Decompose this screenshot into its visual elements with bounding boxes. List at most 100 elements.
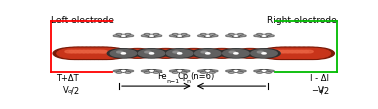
Circle shape bbox=[82, 47, 124, 59]
Circle shape bbox=[280, 50, 290, 53]
Circle shape bbox=[200, 33, 206, 35]
Circle shape bbox=[214, 51, 222, 53]
Circle shape bbox=[153, 72, 159, 73]
Circle shape bbox=[144, 72, 150, 73]
Circle shape bbox=[121, 49, 154, 58]
Circle shape bbox=[290, 50, 299, 53]
Circle shape bbox=[257, 72, 262, 73]
Circle shape bbox=[268, 48, 302, 58]
Circle shape bbox=[206, 70, 210, 72]
Ellipse shape bbox=[200, 34, 216, 37]
Circle shape bbox=[262, 53, 266, 54]
Circle shape bbox=[150, 70, 153, 72]
Circle shape bbox=[61, 48, 96, 58]
Circle shape bbox=[209, 33, 215, 35]
Circle shape bbox=[273, 48, 307, 58]
Circle shape bbox=[268, 35, 274, 37]
Circle shape bbox=[192, 49, 224, 58]
Circle shape bbox=[138, 50, 165, 57]
Circle shape bbox=[276, 50, 285, 53]
Circle shape bbox=[288, 47, 330, 59]
Circle shape bbox=[277, 48, 312, 58]
Circle shape bbox=[65, 47, 107, 59]
Circle shape bbox=[212, 35, 218, 37]
Text: /2: /2 bbox=[321, 86, 330, 95]
Circle shape bbox=[81, 48, 116, 58]
Circle shape bbox=[116, 72, 122, 73]
Circle shape bbox=[121, 53, 125, 54]
Ellipse shape bbox=[144, 34, 160, 37]
Circle shape bbox=[260, 47, 302, 59]
Circle shape bbox=[121, 35, 125, 36]
Circle shape bbox=[153, 33, 159, 35]
Circle shape bbox=[243, 51, 250, 53]
Circle shape bbox=[57, 47, 99, 59]
Circle shape bbox=[65, 50, 74, 53]
Circle shape bbox=[299, 50, 308, 53]
Text: (n=6): (n=6) bbox=[190, 72, 214, 81]
Circle shape bbox=[91, 48, 125, 58]
Circle shape bbox=[125, 72, 131, 73]
Circle shape bbox=[156, 70, 162, 72]
Ellipse shape bbox=[256, 34, 272, 37]
Text: Fe: Fe bbox=[157, 72, 167, 81]
Circle shape bbox=[262, 70, 266, 72]
Ellipse shape bbox=[200, 70, 216, 72]
Circle shape bbox=[180, 49, 208, 57]
Ellipse shape bbox=[115, 70, 132, 72]
Circle shape bbox=[156, 35, 162, 37]
Circle shape bbox=[77, 50, 87, 53]
Circle shape bbox=[69, 48, 104, 58]
Circle shape bbox=[206, 35, 210, 36]
Circle shape bbox=[65, 48, 100, 58]
Circle shape bbox=[158, 51, 166, 53]
Ellipse shape bbox=[115, 34, 132, 37]
Circle shape bbox=[200, 72, 206, 73]
Circle shape bbox=[198, 70, 203, 72]
Circle shape bbox=[296, 48, 330, 58]
Text: V: V bbox=[63, 86, 68, 95]
Circle shape bbox=[278, 47, 320, 59]
Circle shape bbox=[178, 35, 181, 36]
Circle shape bbox=[178, 53, 182, 54]
Circle shape bbox=[125, 33, 131, 35]
Circle shape bbox=[113, 70, 119, 72]
Circle shape bbox=[220, 49, 252, 58]
Ellipse shape bbox=[228, 70, 244, 72]
Circle shape bbox=[228, 72, 234, 73]
Circle shape bbox=[116, 33, 122, 35]
Circle shape bbox=[274, 47, 316, 59]
Circle shape bbox=[73, 47, 116, 59]
Circle shape bbox=[291, 48, 326, 58]
Circle shape bbox=[124, 49, 151, 57]
Circle shape bbox=[205, 49, 239, 58]
Circle shape bbox=[254, 70, 260, 72]
Circle shape bbox=[209, 72, 215, 73]
Circle shape bbox=[90, 48, 124, 58]
Circle shape bbox=[166, 50, 193, 57]
Circle shape bbox=[262, 48, 297, 58]
Circle shape bbox=[178, 70, 181, 72]
Circle shape bbox=[85, 48, 120, 58]
Circle shape bbox=[282, 48, 316, 58]
Circle shape bbox=[257, 51, 264, 53]
Circle shape bbox=[236, 49, 264, 57]
Text: I - ΔI: I - ΔI bbox=[310, 73, 329, 83]
Circle shape bbox=[69, 50, 78, 53]
Circle shape bbox=[130, 51, 138, 53]
Circle shape bbox=[206, 53, 210, 54]
Circle shape bbox=[212, 70, 218, 72]
Circle shape bbox=[135, 49, 168, 58]
Circle shape bbox=[228, 33, 234, 35]
Circle shape bbox=[57, 48, 91, 58]
Circle shape bbox=[240, 70, 246, 72]
Circle shape bbox=[113, 35, 119, 37]
Circle shape bbox=[234, 53, 238, 54]
Circle shape bbox=[287, 48, 321, 58]
Circle shape bbox=[251, 50, 277, 57]
Circle shape bbox=[144, 33, 150, 35]
Circle shape bbox=[285, 50, 294, 53]
Circle shape bbox=[181, 72, 187, 73]
Circle shape bbox=[145, 51, 151, 53]
Text: n−1: n−1 bbox=[167, 79, 180, 84]
